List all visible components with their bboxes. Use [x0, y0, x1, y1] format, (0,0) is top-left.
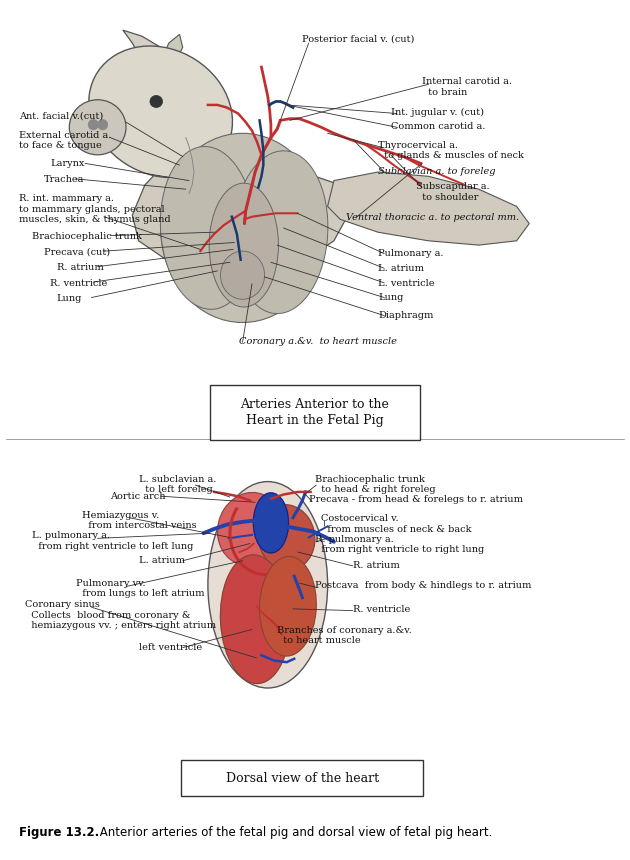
Text: Hemiazygous v.
  from intercostal veins: Hemiazygous v. from intercostal veins [82, 511, 197, 531]
Polygon shape [132, 133, 214, 181]
FancyBboxPatch shape [181, 760, 423, 796]
Text: Anterior arteries of the fetal pig and dorsal view of fetal pig heart.: Anterior arteries of the fetal pig and d… [96, 826, 492, 839]
Text: Costocervical v.
  from muscles of neck & back: Costocervical v. from muscles of neck & … [321, 514, 472, 534]
Text: Trachea: Trachea [44, 175, 84, 184]
Ellipse shape [217, 493, 283, 565]
Text: Pulmonary vv.
  from lungs to left atrium: Pulmonary vv. from lungs to left atrium [76, 579, 204, 599]
Ellipse shape [220, 251, 265, 299]
Ellipse shape [209, 183, 278, 307]
Text: Coronary sinus
  Collects  blood from coronary &
  hemiazygous vv. ; enters righ: Coronary sinus Collects blood from coron… [25, 600, 216, 630]
Text: Subscapular a.
  to shoulder: Subscapular a. to shoulder [416, 182, 490, 202]
Ellipse shape [208, 482, 328, 688]
Text: Coronary a.&v.  to heart muscle: Coronary a.&v. to heart muscle [239, 337, 398, 346]
Polygon shape [123, 30, 167, 66]
Text: Thyrocervical a.
  to glands & muscles of neck: Thyrocervical a. to glands & muscles of … [378, 141, 524, 161]
Polygon shape [328, 172, 529, 245]
Ellipse shape [233, 150, 328, 314]
Text: Larynx: Larynx [50, 159, 85, 168]
Text: Posterior facial v. (cut): Posterior facial v. (cut) [302, 34, 415, 43]
Text: Postcava  from body & hindlegs to r. atrium: Postcava from body & hindlegs to r. atri… [315, 580, 531, 589]
Ellipse shape [260, 556, 316, 656]
Text: Lung: Lung [57, 294, 82, 303]
Text: Precava (cut): Precava (cut) [44, 248, 110, 256]
Ellipse shape [69, 100, 126, 155]
Text: L. atrium: L. atrium [139, 556, 185, 564]
Text: Internal carotid a.
  to brain: Internal carotid a. to brain [422, 77, 512, 97]
Text: Common carotid a.: Common carotid a. [391, 122, 485, 131]
Ellipse shape [161, 146, 255, 310]
Text: Precava - from head & forelegs to r. atrium: Precava - from head & forelegs to r. atr… [309, 495, 523, 504]
Text: Subclavian a. to foreleg: Subclavian a. to foreleg [378, 167, 496, 175]
Text: R. atrium: R. atrium [57, 263, 103, 272]
Ellipse shape [258, 505, 315, 570]
Ellipse shape [89, 46, 232, 178]
Text: Pulmonary a.: Pulmonary a. [378, 249, 444, 258]
Text: Figure 13.2.: Figure 13.2. [19, 826, 99, 839]
Ellipse shape [98, 120, 108, 130]
FancyBboxPatch shape [210, 385, 420, 440]
Ellipse shape [161, 133, 324, 322]
Ellipse shape [88, 120, 98, 130]
Text: Dorsal view of the heart: Dorsal view of the heart [226, 771, 379, 785]
Ellipse shape [150, 95, 163, 108]
Text: left ventricle: left ventricle [139, 643, 202, 652]
Text: Ventral thoracic a. to pectoral mm.: Ventral thoracic a. to pectoral mm. [346, 213, 520, 222]
Polygon shape [132, 146, 353, 277]
Text: L. subclavian a.
  to left foreleg: L. subclavian a. to left foreleg [139, 475, 216, 494]
Text: L. atrium: L. atrium [378, 264, 424, 273]
Text: L. pulmonary a.
  from right ventricle to left lung: L. pulmonary a. from right ventricle to … [32, 531, 193, 551]
Ellipse shape [220, 555, 290, 684]
Text: Int. jugular v. (cut): Int. jugular v. (cut) [391, 108, 484, 117]
Text: Brachiocephalic trunk: Brachiocephalic trunk [32, 232, 141, 241]
Text: Aortic arch: Aortic arch [110, 492, 166, 501]
Text: R. ventricle: R. ventricle [50, 279, 108, 287]
Text: R. ventricle: R. ventricle [353, 605, 410, 614]
Text: Ant. facial v.(cut): Ant. facial v.(cut) [19, 112, 103, 120]
Text: R. pulmonary a.
  from right ventricle to right lung: R. pulmonary a. from right ventricle to … [315, 535, 484, 555]
Text: Brachiocephalic trunk
  to head & right foreleg: Brachiocephalic trunk to head & right fo… [315, 475, 435, 494]
Text: R. int. mammary a.
to mammary glands, pectoral
muscles, skin, & thymus gland: R. int. mammary a. to mammary glands, pe… [19, 194, 171, 224]
Text: External carotid a.
to face & tongue: External carotid a. to face & tongue [19, 131, 112, 150]
Text: L. ventricle: L. ventricle [378, 279, 435, 287]
Text: Diaphragm: Diaphragm [378, 311, 433, 320]
Ellipse shape [253, 493, 289, 553]
Text: Branches of coronary a.&v.
  to heart muscle: Branches of coronary a.&v. to heart musc… [277, 626, 412, 646]
Text: Lung: Lung [378, 293, 403, 302]
Text: Arteries Anterior to the
Heart in the Fetal Pig: Arteries Anterior to the Heart in the Fe… [241, 398, 389, 427]
Text: R. atrium: R. atrium [353, 561, 399, 569]
Polygon shape [161, 34, 183, 69]
